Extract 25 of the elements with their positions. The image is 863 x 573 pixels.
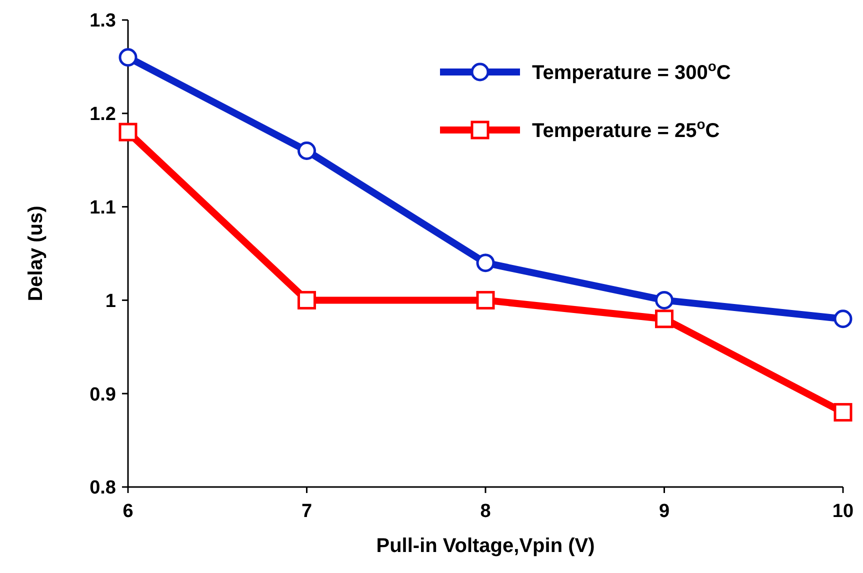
y-tick-label: 1 (105, 290, 116, 312)
point (476, 254, 495, 272)
x-tick-label: 7 (301, 501, 312, 522)
x-tick-label: 6 (122, 501, 134, 522)
x-tick-label: 8 (480, 501, 491, 522)
y-tick-label: 0.9 (90, 384, 116, 406)
point (834, 310, 852, 328)
x-tick-label: 9 (658, 501, 670, 522)
point (118, 48, 138, 67)
point (298, 142, 316, 160)
y-tick-label: 0.8 (90, 478, 116, 499)
legend-label: Temperature = 300$^{o}$C (532, 58, 731, 84)
legend-label: Temperature = 25$^{o}$C (532, 116, 720, 142)
y-tick-label: 1.1 (90, 197, 116, 218)
x-tick-label: 10 (832, 501, 854, 522)
x-axis-title: Pull-in Voltage,Vpin (V) (376, 535, 595, 557)
point (834, 403, 852, 422)
point (298, 290, 316, 310)
y-tick-label: 1.3 (90, 10, 116, 32)
point (655, 310, 674, 328)
point (476, 290, 495, 310)
y-tick-label: 1.2 (90, 104, 116, 126)
point (118, 122, 138, 142)
y-axis-title: Delay (us) (25, 206, 47, 302)
point (655, 290, 674, 310)
